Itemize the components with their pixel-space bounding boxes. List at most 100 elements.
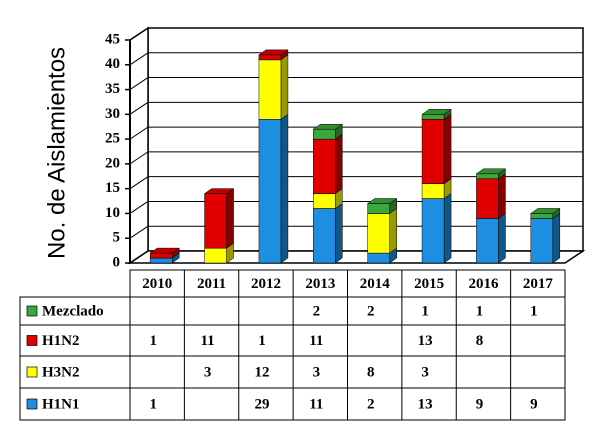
bar-segment — [421, 114, 445, 120]
bar-segment — [476, 178, 499, 219]
bar-segment — [421, 183, 445, 199]
x-tick-label: 2011 — [197, 276, 226, 292]
bar-segment — [313, 193, 336, 209]
bar-top — [258, 49, 289, 56]
y-tick-label: 20 — [105, 155, 120, 171]
table-value: 1 — [530, 303, 538, 319]
legend-swatch — [26, 366, 38, 378]
y-tick-label: 0 — [113, 254, 121, 270]
bar-side — [280, 113, 289, 264]
table-value: 2 — [313, 303, 321, 319]
bar-top — [149, 247, 180, 254]
bar-side — [226, 188, 234, 249]
table-value: 8 — [367, 364, 375, 380]
table-value: 2 — [367, 303, 375, 319]
x-tick-label: 2010 — [142, 276, 172, 292]
grid-line-side — [129, 250, 149, 264]
x-tick-label: 2015 — [414, 276, 444, 292]
bar-side — [498, 173, 506, 219]
bar-segment — [367, 203, 390, 214]
y-tick-label: 25 — [105, 131, 120, 147]
table-value: 3 — [313, 364, 321, 380]
table-value: 9 — [476, 396, 484, 412]
table-value: 29 — [254, 396, 269, 412]
table-value: 12 — [254, 364, 269, 380]
floor — [127, 250, 586, 264]
legend-swatch — [26, 335, 38, 346]
legend-label: H1N1 — [42, 396, 80, 412]
bar-segment — [367, 252, 390, 264]
legend-label: H3N2 — [42, 364, 80, 380]
bar-top — [366, 198, 398, 204]
y-tick-label: 45 — [105, 31, 120, 47]
x-tick-label: 2017 — [523, 276, 554, 292]
grid-line-side — [129, 27, 149, 41]
grid-line-side — [129, 201, 149, 214]
table-value: 3 — [421, 364, 429, 380]
grid-line-side — [129, 52, 149, 66]
bar-segment — [149, 252, 173, 259]
table-value: 8 — [476, 333, 484, 349]
grid-line-side — [129, 101, 149, 115]
table-value: 1 — [476, 303, 484, 319]
bar-segment — [258, 54, 282, 61]
table-value: 13 — [418, 396, 433, 412]
legend-label: H1N2 — [42, 333, 80, 349]
legend-swatch — [26, 305, 38, 317]
y-tick-label: 40 — [105, 56, 120, 72]
table-value: 1 — [421, 303, 429, 319]
table-value: 11 — [309, 333, 323, 349]
bar-segment — [313, 138, 336, 194]
bar-segment — [476, 173, 499, 180]
y-tick-label: 35 — [105, 81, 120, 97]
bar-top — [203, 188, 235, 194]
bar-side — [280, 54, 289, 120]
x-tick-label: 2013 — [305, 276, 335, 292]
bar-side — [389, 207, 397, 254]
legend-swatch — [26, 398, 38, 410]
table-value: 3 — [204, 364, 212, 380]
bar-segment — [476, 218, 499, 264]
bar-side — [498, 212, 506, 264]
y-axis-label: No. de Aislamientos — [43, 47, 70, 259]
bar-top — [312, 123, 344, 130]
grid-line-side — [129, 126, 149, 140]
y-tick-label: 15 — [105, 180, 120, 196]
table-value: 11 — [309, 396, 323, 412]
bar-segment — [204, 247, 227, 264]
bar-segment — [421, 119, 445, 184]
bar-side — [552, 212, 561, 264]
grid-line-side — [129, 151, 149, 165]
y-tick-label: 5 — [113, 230, 121, 246]
bar-side — [335, 133, 343, 195]
bar-segment — [530, 213, 554, 219]
table-value: 2 — [367, 396, 375, 412]
x-tick-label: 2014 — [360, 276, 391, 292]
bar-segment — [367, 213, 390, 254]
legend-label: Mezclado — [42, 303, 104, 319]
bar-top — [421, 109, 452, 115]
bar-segment — [258, 59, 282, 120]
bar-segment — [204, 193, 227, 249]
grid-line-side — [129, 176, 149, 190]
grid-line-side — [129, 77, 149, 90]
x-tick-label: 2012 — [251, 276, 281, 292]
bar-top — [475, 168, 507, 175]
table-value: 1 — [258, 333, 266, 349]
bar-segment — [313, 208, 336, 264]
table-value: 1 — [149, 333, 157, 349]
bar-segment — [149, 257, 173, 264]
bar-segment — [258, 119, 282, 264]
bar-side — [443, 193, 452, 264]
table-value: 9 — [530, 396, 538, 412]
bar-segment — [530, 218, 554, 264]
y-tick-label: 30 — [105, 106, 120, 122]
y-tick-label: 10 — [105, 205, 120, 221]
bar-side — [443, 113, 452, 185]
bar-side — [335, 203, 343, 264]
table-value: 13 — [418, 333, 433, 349]
bar-top — [530, 208, 561, 214]
bar-segment — [313, 128, 336, 140]
grid-line-side — [129, 225, 149, 239]
